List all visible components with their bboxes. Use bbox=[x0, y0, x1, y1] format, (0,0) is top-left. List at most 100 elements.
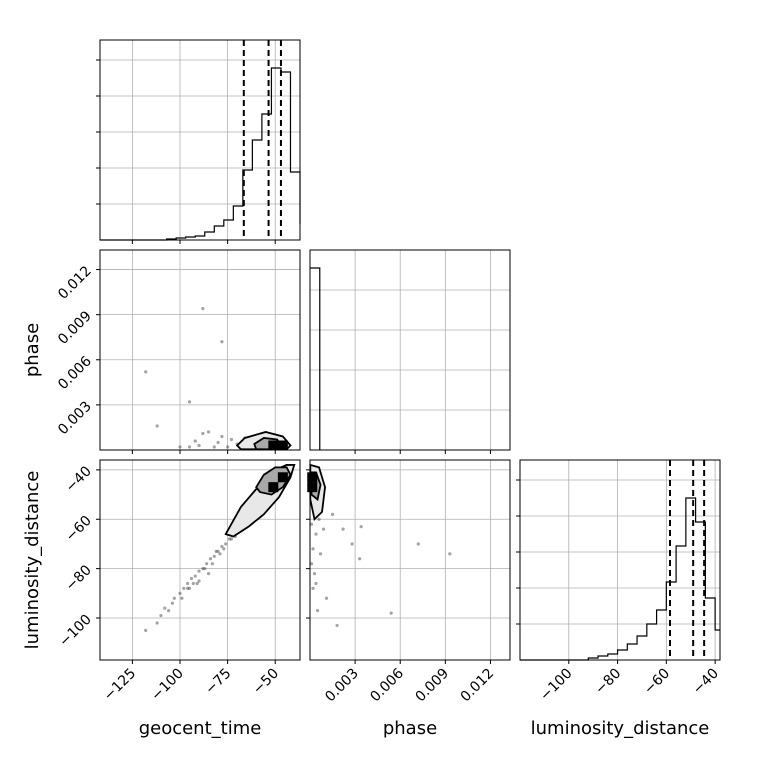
scatter-geocent-time-vs-luminosity-distance-point bbox=[216, 549, 220, 553]
scatter-phase-vs-luminosity-distance-point bbox=[335, 623, 339, 628]
scatter-phase-vs-luminosity-distance-point bbox=[448, 552, 452, 556]
scatter-geocent-time-vs-luminosity-distance-point bbox=[229, 537, 234, 541]
scatter-phase-vs-luminosity-distance-point bbox=[317, 517, 321, 521]
scatter-geocent-time-vs-luminosity-distance-point bbox=[212, 554, 216, 558]
scatter-geocent-time-vs-phase-point bbox=[155, 424, 159, 428]
scatter-geocent-time-vs-luminosity-distance-point bbox=[197, 579, 201, 583]
hist-phase-panel bbox=[309, 249, 511, 454]
scatter-geocent-time-vs-luminosity-distance-point bbox=[195, 581, 199, 586]
scatter-geocent-time-vs-phase-point bbox=[187, 400, 192, 404]
scatter-geocent-time-vs-luminosity-distance-point bbox=[218, 552, 222, 556]
scatter-geocent-time-vs-luminosity-distance-point bbox=[159, 613, 163, 618]
scatter-phase-vs-luminosity-distance-point bbox=[358, 557, 362, 561]
scatter-geocent-time-vs-phase-point bbox=[229, 437, 234, 442]
scatter-geocent-time-vs-luminosity-distance-point bbox=[197, 569, 201, 573]
scatter-phase-vs-luminosity-distance-point bbox=[416, 542, 420, 546]
scatter-phase-vs-luminosity-distance-panel: 0.003 0.006 0.009 0.012 bbox=[306, 459, 511, 706]
scatter-phase-vs-luminosity-distance-point bbox=[321, 527, 326, 531]
scatter-phase-vs-luminosity-distance-xtick-label: 0.003 bbox=[322, 666, 362, 706]
scatter-geocent-time-vs-luminosity-distance-point bbox=[170, 601, 174, 605]
scatter-geocent-time-vs-luminosity-distance-point bbox=[189, 576, 194, 581]
scatter-geocent-time-vs-phase-point bbox=[226, 445, 230, 449]
scatter-geocent-time-vs-luminosity-distance-point bbox=[155, 621, 159, 625]
scatter-geocent-time-vs-luminosity-distance-point bbox=[144, 628, 148, 632]
scatter-geocent-time-vs-phase-ytick-label: 0.012 bbox=[55, 263, 95, 303]
hist-luminosity-distance-panel: −100 −80 −60 −40 bbox=[516, 459, 722, 705]
scatter-geocent-time-vs-phase-point bbox=[220, 434, 224, 439]
scatter-geocent-time-vs-luminosity-distance-density-peak bbox=[268, 482, 279, 493]
scatter-phase-vs-luminosity-distance-density-peak bbox=[307, 482, 318, 493]
scatter-geocent-time-vs-phase-point bbox=[216, 440, 220, 445]
scatter-geocent-time-vs-luminosity-distance-point bbox=[205, 562, 209, 566]
scatter-geocent-time-vs-luminosity-distance-ytick-label: −40 bbox=[63, 463, 95, 495]
hist-luminosity-distance-step bbox=[520, 497, 720, 661]
scatter-phase-vs-luminosity-distance-xtick-label: 0.006 bbox=[367, 665, 407, 705]
scatter-geocent-time-vs-phase-point bbox=[178, 445, 182, 449]
scatter-geocent-time-vs-luminosity-distance-point bbox=[208, 557, 213, 561]
scatter-geocent-time-vs-phase-point bbox=[206, 430, 211, 434]
scatter-geocent-time-vs-phase-ytick-label: 0.009 bbox=[55, 308, 95, 348]
scatter-geocent-time-vs-luminosity-distance-point bbox=[222, 547, 226, 551]
scatter-geocent-time-vs-luminosity-distance-point bbox=[214, 549, 218, 553]
scatter-geocent-time-vs-phase-density-peak bbox=[268, 440, 279, 451]
hist-geocent-time-panel bbox=[96, 39, 301, 244]
scatter-geocent-time-vs-luminosity-distance-point bbox=[203, 567, 207, 571]
scatter-phase-vs-luminosity-distance-density-peak bbox=[307, 472, 318, 483]
scatter-phase-vs-luminosity-distance-point bbox=[318, 552, 323, 556]
scatter-geocent-time-vs-luminosity-distance-point bbox=[186, 581, 190, 586]
scatter-phase-vs-luminosity-distance-point bbox=[389, 611, 393, 615]
scatter-phase-vs-luminosity-distance-point bbox=[350, 542, 354, 546]
scatter-phase-vs-luminosity-distance-frame bbox=[309, 459, 511, 661]
scatter-geocent-time-vs-luminosity-distance-density-peak bbox=[277, 472, 288, 483]
hist-luminosity-distance-xtick-label: −100 bbox=[537, 666, 576, 705]
scatter-phase-vs-luminosity-distance-point bbox=[309, 522, 314, 526]
scatter-geocent-time-vs-phase-point bbox=[201, 307, 205, 311]
scatter-phase-vs-luminosity-distance-point bbox=[309, 562, 314, 566]
scatter-geocent-time-vs-luminosity-distance-point bbox=[166, 609, 171, 613]
scatter-geocent-time-vs-luminosity-distance-point bbox=[172, 596, 176, 600]
scatter-geocent-time-vs-luminosity-distance-xtick-label: −50 bbox=[250, 666, 282, 698]
scatter-geocent-time-vs-luminosity-distance-point bbox=[206, 571, 211, 576]
scatter-phase-vs-luminosity-distance-xtick-label: 0.012 bbox=[458, 666, 498, 706]
scatter-geocent-time-vs-luminosity-distance-panel: −125 −100 −75 −50 −100 −80 −60 −40 bbox=[56, 459, 301, 705]
x-axis-label-phase: phase bbox=[383, 718, 437, 739]
scatter-geocent-time-vs-phase-panel: 0.003 0.006 0.009 0.012 bbox=[55, 249, 301, 454]
scatter-phase-vs-luminosity-distance-point bbox=[312, 571, 317, 576]
hist-luminosity-distance-frame bbox=[519, 459, 721, 661]
scatter-geocent-time-vs-luminosity-distance-point bbox=[191, 581, 195, 586]
y-axis-label-phase: phase bbox=[22, 323, 43, 377]
scatter-phase-vs-luminosity-distance-point bbox=[330, 512, 335, 516]
scatter-phase-vs-luminosity-distance-point bbox=[314, 581, 318, 586]
scatter-geocent-time-vs-phase-ytick-label: 0.006 bbox=[55, 353, 95, 393]
x-axis-label-geocent-time: geocent_time bbox=[139, 718, 262, 739]
scatter-geocent-time-vs-phase-density-peak bbox=[277, 440, 288, 451]
scatter-geocent-time-vs-luminosity-distance-point bbox=[193, 574, 197, 578]
scatter-geocent-time-vs-luminosity-distance-point bbox=[187, 586, 192, 590]
scatter-phase-vs-luminosity-distance-xtick-label: 0.009 bbox=[413, 666, 453, 706]
hist-geocent-time-step bbox=[100, 67, 301, 241]
hist-luminosity-distance-xtick-label: −60 bbox=[641, 666, 673, 698]
scatter-geocent-time-vs-phase-point bbox=[197, 443, 201, 448]
scatter-phase-vs-luminosity-distance-point bbox=[359, 525, 363, 529]
scatter-geocent-time-vs-phase-point bbox=[212, 445, 216, 449]
scatter-geocent-time-vs-phase-frame bbox=[99, 249, 301, 451]
scatter-geocent-time-vs-phase-point bbox=[144, 370, 148, 374]
scatter-geocent-time-vs-luminosity-distance-point bbox=[182, 586, 186, 590]
scatter-phase-vs-luminosity-distance-point bbox=[311, 586, 315, 590]
hist-geocent-time-frame bbox=[99, 39, 301, 241]
y-axis-label-luminosity-distance: luminosity_distance bbox=[22, 471, 43, 650]
scatter-geocent-time-vs-luminosity-distance-point bbox=[178, 591, 182, 595]
scatter-geocent-time-vs-luminosity-distance-xtick-label: −125 bbox=[101, 666, 140, 705]
scatter-phase-vs-luminosity-distance-point bbox=[314, 532, 318, 536]
hist-luminosity-distance-xtick-label: −80 bbox=[592, 666, 624, 698]
hist-luminosity-distance-xtick-label: −40 bbox=[690, 666, 722, 698]
scatter-phase-vs-luminosity-distance-point bbox=[311, 547, 315, 551]
scatter-geocent-time-vs-phase-point bbox=[193, 439, 197, 443]
scatter-geocent-time-vs-luminosity-distance-xtick-label: −75 bbox=[202, 666, 234, 698]
x-axis-label-luminosity-distance: luminosity_distance bbox=[531, 718, 710, 739]
scatter-geocent-time-vs-phase-ytick-label: 0.003 bbox=[55, 398, 95, 438]
scatter-phase-vs-luminosity-distance-point bbox=[315, 609, 320, 613]
scatter-geocent-time-vs-luminosity-distance-point bbox=[220, 544, 224, 549]
